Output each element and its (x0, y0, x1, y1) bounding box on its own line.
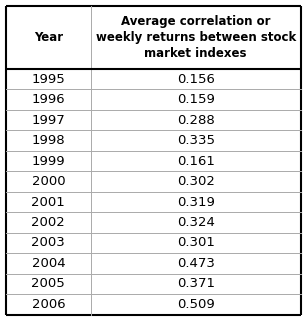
Text: 1999: 1999 (32, 155, 65, 168)
Text: 2000: 2000 (32, 175, 65, 188)
Text: 2003: 2003 (32, 237, 65, 249)
Text: 2005: 2005 (32, 277, 65, 291)
Text: 1998: 1998 (32, 134, 65, 147)
Text: 1996: 1996 (32, 93, 65, 106)
Text: 0.288: 0.288 (177, 114, 215, 127)
Text: 1997: 1997 (32, 114, 65, 127)
Text: 0.301: 0.301 (177, 237, 215, 249)
Text: 1995: 1995 (32, 73, 65, 86)
Text: 0.509: 0.509 (177, 298, 215, 311)
Text: 2004: 2004 (32, 257, 65, 270)
Text: 0.302: 0.302 (177, 175, 215, 188)
Text: 2006: 2006 (32, 298, 65, 311)
Text: 0.159: 0.159 (177, 93, 215, 106)
Text: 2001: 2001 (32, 195, 65, 209)
Text: 0.473: 0.473 (177, 257, 215, 270)
Text: 0.371: 0.371 (177, 277, 215, 291)
Text: 0.324: 0.324 (177, 216, 215, 229)
Text: Average correlation or
weekly returns between stock
market indexes: Average correlation or weekly returns be… (95, 15, 296, 60)
Text: 0.335: 0.335 (177, 134, 215, 147)
Text: Year: Year (34, 31, 63, 44)
Text: 0.156: 0.156 (177, 73, 215, 86)
Text: 0.161: 0.161 (177, 155, 215, 168)
Text: 0.319: 0.319 (177, 195, 215, 209)
Text: 2002: 2002 (32, 216, 65, 229)
